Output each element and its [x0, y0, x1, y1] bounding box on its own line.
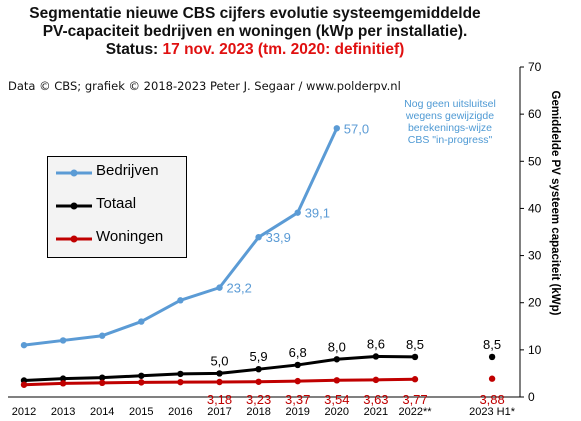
x-tick-label: 2013 [51, 406, 75, 418]
status-prefix: Status: [105, 41, 163, 58]
x-tick-label: 2020 [325, 406, 349, 418]
series-bedrijven-point [99, 332, 106, 339]
series-woningen-point [99, 379, 106, 387]
chart-title-line-1: Segmentatie nieuwe CBS cijfers evolutie … [29, 5, 481, 22]
x-tick-label: 2022** [398, 406, 432, 418]
chart-title-line-3: Status: 17 nov. 2023 (tm. 2020: definiti… [0, 41, 510, 59]
note-line-4: CBS "in-progress" [407, 134, 493, 146]
series-bedrijven-data-label: 39,1 [305, 206, 330, 221]
series-woningen-data-label: 3,37 [285, 392, 310, 407]
series-totaal-data-label: 6,8 [289, 345, 307, 360]
series-totaal-point [333, 356, 340, 363]
legend-swatch-totaal [56, 202, 92, 210]
chart-title-line-2: PV-capaciteit bedrijven en woningen (kWp… [42, 23, 468, 40]
legend-swatch-bedrijven [56, 169, 92, 177]
series-woningen-data-label: 3,88 [479, 392, 504, 407]
note-line-1: Nog geen uitsluitsel [404, 98, 496, 110]
series-totaal-point [372, 353, 380, 360]
y-tick-label: 20 [528, 296, 542, 310]
series-woningen-data-label: 3,77 [402, 392, 427, 407]
series-woningen-point [488, 375, 496, 382]
series-totaal-point [99, 374, 106, 381]
series-woningen-data-label: 3,54 [324, 392, 349, 407]
series-totaal-data-label: 8,6 [367, 336, 385, 351]
legend-label-totaal: Totaal [96, 195, 137, 212]
x-tick-label: 2016 [168, 406, 192, 418]
series-totaal-point [216, 370, 223, 377]
y-tick-label: 60 [528, 107, 542, 121]
y-tick-label: 40 [528, 201, 542, 215]
series-woningen-point [255, 378, 262, 385]
series-woningen-point [20, 381, 28, 388]
series-totaal-data-label: 5,0 [210, 353, 228, 368]
series-woningen-data-label: 3,18 [207, 392, 232, 407]
x-tick-label: 2023 H1* [469, 406, 516, 418]
y-tick-label: 0 [528, 390, 535, 404]
x-tick-label: 2015 [129, 406, 153, 418]
series-totaal-point [138, 372, 145, 379]
x-tick-label: 2021 [364, 406, 388, 418]
legend-swatch-woningen [56, 235, 92, 243]
status-date: 17 nov. 2023 (tm. 2020: definitief) [162, 41, 405, 58]
series-totaal-point [411, 353, 419, 361]
series-woningen-data-label: 3,63 [363, 392, 388, 407]
series-bedrijven-point [216, 284, 223, 291]
series-bedrijven-data-label: 57,0 [344, 121, 369, 136]
legend: Bedrijven Totaal Woningen [47, 156, 187, 258]
series-totaal-point [177, 370, 184, 378]
series-bedrijven-data-label: 23,2 [227, 281, 252, 296]
series-bedrijven-point [20, 341, 28, 349]
series-bedrijven-point [59, 337, 67, 344]
legend-label-bedrijven: Bedrijven [96, 162, 159, 179]
series-bedrijven-point [294, 209, 301, 216]
series-woningen-point [294, 377, 301, 385]
series-totaal-data-label: 8,5 [483, 337, 501, 352]
series-woningen-point [411, 376, 419, 383]
x-tick-label: 2019 [285, 406, 309, 418]
note-line-2: wegens gewijzigde [405, 110, 495, 122]
x-tick-label: 2017 [207, 406, 231, 418]
series-totaal-point [255, 365, 262, 373]
series-totaal-data-label: 5,9 [250, 349, 268, 364]
x-tick-label: 2012 [12, 406, 36, 418]
legend-item-totaal: Totaal [48, 190, 186, 220]
series-woningen-point [138, 379, 145, 386]
note-annotation: Nog geen uitsluitsel wegens gewijzigde b… [382, 98, 518, 146]
x-tick-label: 2018 [246, 406, 270, 418]
x-tick-label: 2014 [90, 406, 114, 418]
y-tick-label: 50 [528, 154, 542, 168]
series-totaal-data-label: 8,0 [328, 339, 346, 354]
series-bedrijven-data-label: 33,9 [266, 230, 291, 245]
series-bedrijven-point [138, 318, 145, 325]
series-bedrijven-point [333, 125, 340, 132]
y-tick-label: 70 [528, 60, 542, 74]
series-totaal-point [59, 375, 67, 382]
series-woningen-point [177, 378, 184, 386]
y-tick-label: 10 [528, 343, 542, 357]
chart-credit: Data © CBS; grafiek © 2018-2023 Peter J.… [8, 79, 401, 93]
legend-item-bedrijven: Bedrijven [48, 157, 186, 187]
series-totaal-data-label: 8,5 [406, 337, 424, 352]
series-woningen-point [59, 380, 67, 387]
note-line-3: berekenings-wijze [407, 122, 493, 134]
series-woningen-point [333, 377, 340, 384]
series-woningen-point [372, 376, 380, 384]
series-bedrijven-point [255, 233, 262, 241]
y-tick-label: 30 [528, 249, 542, 263]
series-totaal-point [294, 361, 301, 369]
series-woningen-point [216, 378, 223, 386]
series-bedrijven-point [177, 297, 184, 304]
series-totaal-point [488, 353, 496, 361]
series-woningen-data-label: 3,23 [246, 392, 271, 407]
legend-item-woningen: Woningen [48, 223, 186, 253]
legend-label-woningen: Woningen [96, 228, 164, 245]
